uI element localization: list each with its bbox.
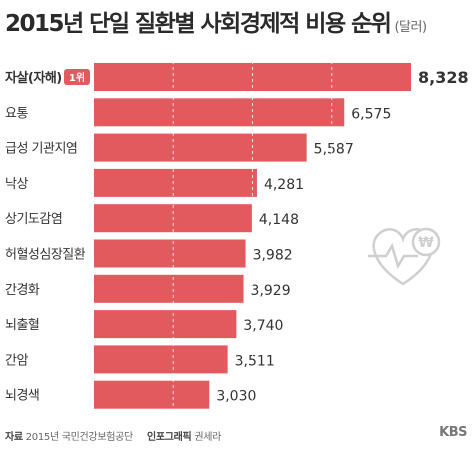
- value-label: 3,030: [216, 389, 256, 405]
- bar-chart: ₩ 자살(자해) 8,328 요통 6,575 급성 기관지염 5,587 낙상 4,281 상…: [5, 61, 469, 411]
- graphic-label: 인포그래픽: [146, 432, 192, 443]
- bar: [94, 380, 210, 409]
- unit-label: (달러): [394, 20, 427, 35]
- category-label: 자살(자해): [5, 70, 62, 86]
- rank-badge-label: 1위: [69, 71, 85, 84]
- value-label: 8,328: [418, 68, 469, 87]
- heart-rate-icon: ₩: [368, 227, 441, 286]
- footer: 자료 2015년 국민건강보험공단 인포그래픽 권세라: [5, 428, 221, 443]
- rank-badge: [64, 69, 90, 85]
- bar: [94, 310, 237, 339]
- value-label: 3,929: [251, 283, 291, 299]
- bar: [94, 133, 307, 162]
- category-label: 상기도감염: [5, 212, 62, 227]
- value-label: 6,575: [351, 106, 391, 122]
- source-text: 2015년 국민건강보험공단: [25, 432, 134, 443]
- currency-symbol: ₩: [418, 235, 434, 251]
- value-label: 3,740: [243, 318, 283, 334]
- category-label: 요통: [5, 106, 28, 121]
- title-block: 2015년 단일 질환별 사회경제적 비용 순위 (달러): [5, 4, 427, 38]
- value-label: 4,148: [259, 212, 299, 228]
- category-label: 간경화: [5, 283, 40, 298]
- category-label: 간암: [5, 353, 28, 368]
- bar: [94, 98, 345, 127]
- chart-title: 2015년 단일 질환별 사회경제적 비용 순위: [5, 11, 392, 37]
- value-label: 3,982: [253, 248, 293, 264]
- value-label: 3,511: [235, 353, 275, 369]
- graphic-author: 권세라: [194, 432, 222, 443]
- category-label: 급성 기관지염: [5, 142, 77, 157]
- bar: [94, 239, 246, 268]
- category-label: 낙상: [5, 177, 28, 192]
- value-label: 4,281: [264, 177, 304, 193]
- category-label: 허혈성심장질환: [5, 248, 86, 263]
- bar: [94, 345, 228, 374]
- source-label: 자료: [5, 432, 23, 443]
- value-label: 5,587: [314, 142, 354, 158]
- category-label: 뇌출혈: [5, 318, 39, 333]
- bar: [94, 168, 257, 197]
- kbs-logo: KBS: [439, 425, 467, 440]
- bar: [94, 274, 244, 303]
- category-label: 뇌경색: [5, 389, 39, 404]
